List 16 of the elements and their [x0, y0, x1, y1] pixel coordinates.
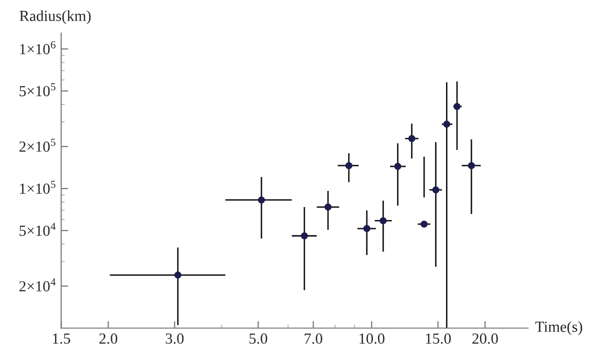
x-tick-label: 2.0 [99, 333, 118, 344]
x-tick-label: 20.0 [472, 333, 498, 344]
y-tick-label: 5×10$^{5}$ [20, 83, 56, 96]
x-axis-title: Time(s) [535, 321, 582, 336]
y-axis-title: Radius(km) [20, 10, 91, 24]
y-tick-label: 1×10$^{6}$ [20, 41, 56, 54]
y-tick-label: 2×10$^{5}$ [19, 138, 56, 152]
x-tick-label: 5.0 [250, 333, 268, 344]
x-tick-label: 7.0 [304, 333, 322, 344]
x-tick-label: 10.0 [360, 333, 384, 344]
y-tick-label: 1×10$^{5}$ [20, 180, 56, 194]
y-tick-label: 5×10$^{4}$ [20, 222, 56, 236]
x-tick-label: 3.0 [166, 333, 184, 344]
y-tick-label: 2×10$^{4}$ [19, 278, 56, 292]
x-tick-label: 15.0 [426, 333, 451, 344]
x-tick-label: 1.5 [52, 334, 70, 344]
